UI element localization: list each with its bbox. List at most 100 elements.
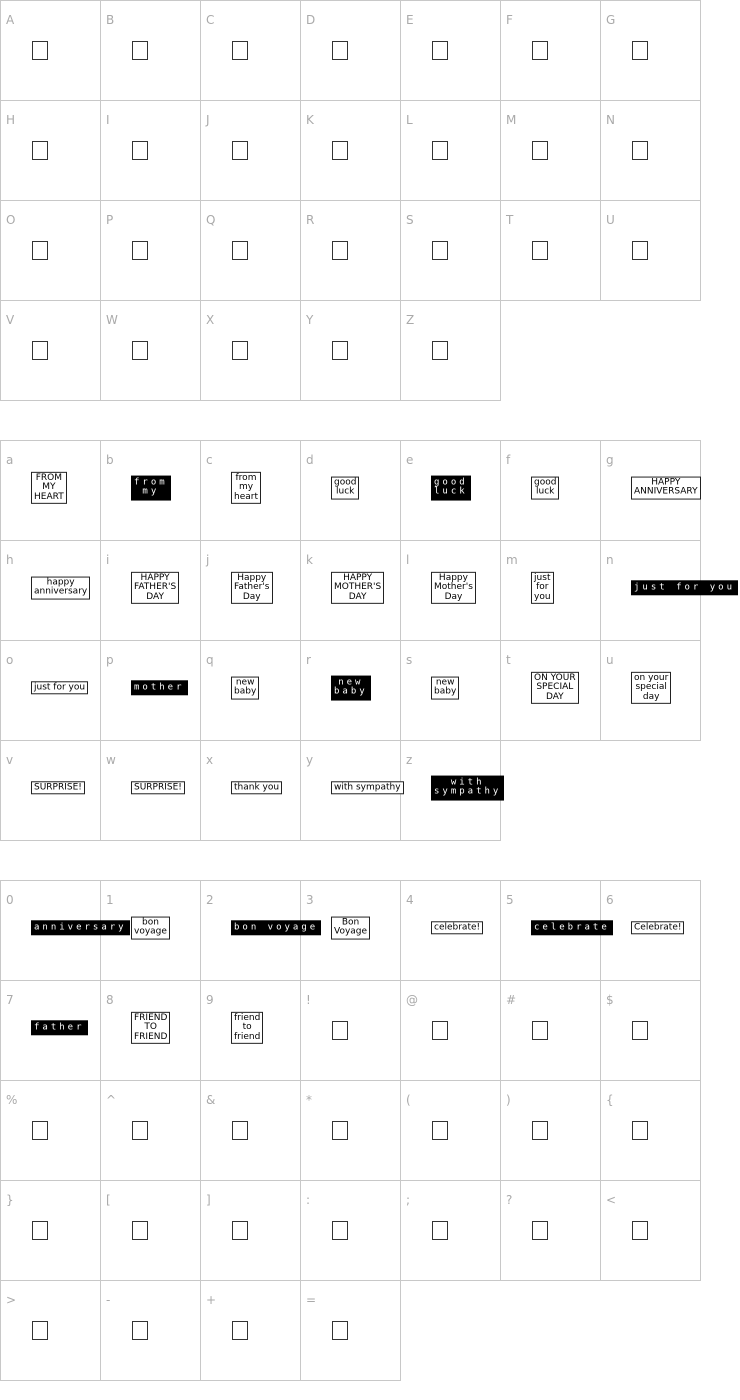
- char-label: u: [606, 653, 614, 667]
- missing-glyph: [32, 1221, 48, 1240]
- char-label: l: [406, 553, 410, 567]
- char-label: ): [506, 1093, 511, 1107]
- char-label: D: [306, 13, 316, 27]
- char-label: b: [106, 453, 114, 467]
- char-label: p: [106, 653, 114, 667]
- char-label: R: [306, 213, 315, 227]
- char-label: &: [206, 1093, 216, 1107]
- char-label: <: [606, 1193, 617, 1207]
- glyph-cell: k HAPPY MOTHER'S DAY: [300, 540, 401, 641]
- char-label: L: [406, 113, 413, 127]
- glyph-cell: I: [100, 100, 201, 201]
- char-label: I: [106, 113, 110, 127]
- glyph-cell: ?: [500, 1180, 601, 1281]
- glyph-cell: 2 bon voyage: [200, 880, 322, 981]
- glyph-cell: t ON YOUR SPECIAL DAY: [500, 640, 601, 741]
- glyph-text: thank you: [234, 782, 280, 793]
- char-label: -: [106, 1293, 111, 1307]
- glyph-cell: 5 celebrate: [500, 880, 613, 981]
- char-label: =: [306, 1293, 317, 1307]
- glyph-cell: X: [200, 300, 301, 401]
- glyph-text: with: [450, 777, 485, 788]
- char-label: F: [506, 13, 513, 27]
- glyph-text: SURPRISE!: [134, 782, 182, 793]
- char-label: 9: [206, 993, 214, 1007]
- glyph-preview: just for you: [31, 681, 89, 695]
- glyph-cell: W: [100, 300, 201, 401]
- char-label: H: [6, 113, 16, 127]
- char-label: U: [606, 213, 615, 227]
- glyph-text: my: [238, 482, 254, 493]
- glyph-text: happy: [46, 577, 75, 588]
- glyph-text: Happy: [438, 572, 468, 583]
- char-label: M: [506, 113, 517, 127]
- glyph-cell: q new baby: [200, 640, 301, 741]
- glyph-cell: P: [100, 200, 201, 301]
- char-label: 5: [506, 893, 514, 907]
- glyph-cell: Y: [300, 300, 401, 401]
- glyph-text: Voyage: [334, 927, 368, 937]
- missing-glyph: [432, 1121, 448, 1140]
- char-label: X: [206, 313, 215, 327]
- char-label: f: [506, 453, 511, 467]
- glyph-text: day: [642, 691, 660, 702]
- glyph-preview: FRIEND TO FRIEND: [131, 1011, 171, 1045]
- glyph-cell: h happy anniversary: [0, 540, 101, 641]
- glyph-text: my: [142, 487, 160, 497]
- char-label: o: [6, 653, 14, 667]
- missing-glyph: [232, 1321, 248, 1340]
- glyph-preview: FROM MY HEART: [31, 471, 67, 505]
- char-label: !: [306, 993, 311, 1007]
- glyph-cell: v SURPRISE!: [0, 740, 101, 841]
- char-label: ]: [206, 1193, 211, 1207]
- missing-glyph: [332, 341, 348, 360]
- glyph-text: good: [334, 477, 357, 488]
- char-label: 2: [206, 893, 214, 907]
- glyph-cell: a FROM MY HEART: [0, 440, 101, 541]
- char-label: 6: [606, 893, 614, 907]
- glyph-preview: from my heart: [231, 471, 261, 505]
- glyph-text: baby: [434, 687, 457, 697]
- glyph-text: just: [534, 572, 551, 583]
- glyph-cell: %: [0, 1080, 101, 1181]
- glyph-cell: >: [0, 1280, 101, 1381]
- glyph-cell: M: [500, 100, 601, 201]
- char-label: K: [306, 113, 314, 127]
- glyph-cell: n just for you: [600, 540, 739, 641]
- glyph-cell: [: [100, 1180, 201, 1281]
- glyph-text: with sympathy: [334, 782, 401, 793]
- char-label: W: [106, 313, 118, 327]
- glyph-text: DAY: [146, 591, 164, 602]
- glyph-text: for: [536, 582, 549, 593]
- missing-glyph: [632, 1221, 648, 1240]
- glyph-text: FATHER'S: [134, 582, 177, 593]
- char-label: [: [106, 1193, 111, 1207]
- missing-glyph: [332, 141, 348, 160]
- glyph-cell: *: [300, 1080, 401, 1181]
- glyph-cell: N: [600, 100, 701, 201]
- char-label: A: [6, 13, 15, 27]
- glyph-text: to: [242, 1022, 252, 1033]
- glyph-cell: :: [300, 1180, 401, 1281]
- glyph-text: FRIEND: [134, 1031, 168, 1042]
- char-label: ;: [406, 1193, 411, 1207]
- missing-glyph: [232, 141, 248, 160]
- missing-glyph: [32, 241, 48, 260]
- char-label: m: [506, 553, 518, 567]
- glyph-text: ANNIVERSARY: [634, 487, 698, 497]
- glyph-cell: (: [400, 1080, 501, 1181]
- missing-glyph: [332, 1221, 348, 1240]
- char-label: 1: [106, 893, 114, 907]
- char-label: Q: [206, 213, 216, 227]
- missing-glyph: [332, 1121, 348, 1140]
- glyph-cell: +: [200, 1280, 301, 1381]
- glyph-text: Day: [444, 591, 463, 602]
- missing-glyph: [432, 241, 448, 260]
- char-label: j: [206, 553, 210, 567]
- glyph-preview: ON YOUR SPECIAL DAY: [531, 671, 579, 705]
- glyph-text: FRIEND: [134, 1012, 168, 1023]
- glyph-cell: c from my heart: [200, 440, 301, 541]
- glyph-cell: $: [600, 980, 701, 1081]
- glyph-cell: 7 father: [0, 980, 101, 1081]
- char-label: 8: [106, 993, 114, 1007]
